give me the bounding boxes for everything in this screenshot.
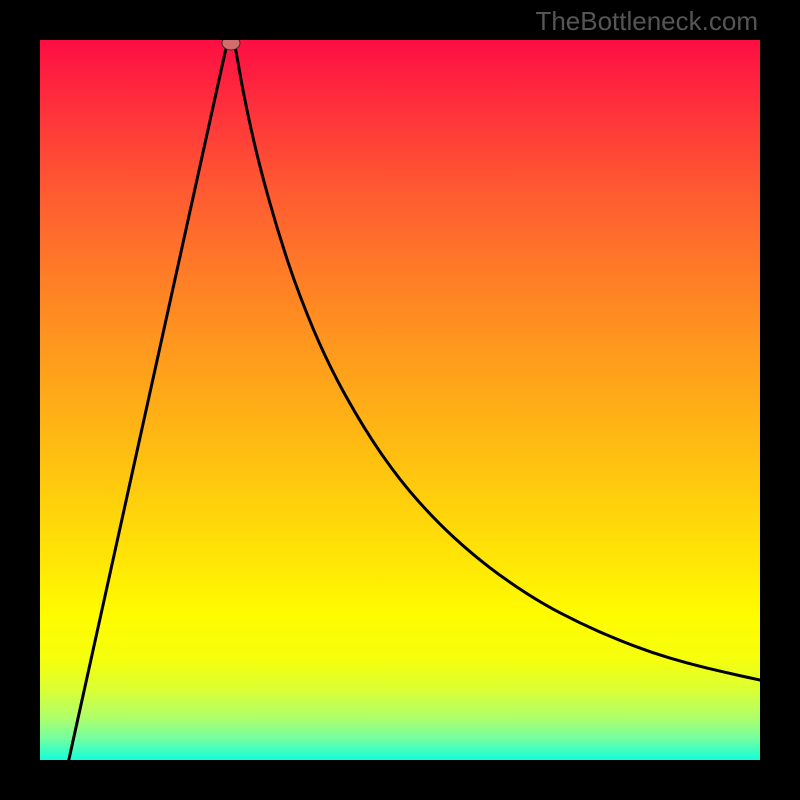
frame-right [760, 0, 800, 800]
frame-bottom [0, 760, 800, 800]
plot-area [40, 40, 760, 760]
curve-right-branch [234, 43, 760, 680]
curve-left-branch [69, 43, 227, 760]
bottleneck-curve [40, 40, 760, 760]
frame-top [0, 0, 800, 40]
frame-left [0, 0, 40, 800]
